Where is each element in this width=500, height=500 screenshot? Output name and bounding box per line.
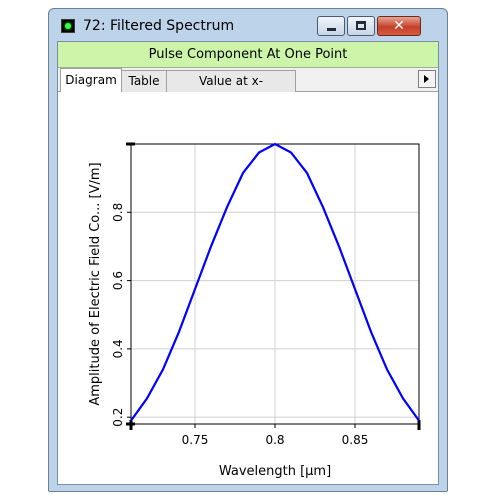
grid [131, 144, 419, 424]
tab-table[interactable]: Table [121, 70, 167, 92]
series-line [130, 142, 420, 422]
pulse-component-caption: Pulse Component At One Point [58, 42, 438, 68]
y-tick-label-3: 0.8 [111, 203, 125, 222]
y-tick-label-1: 0.4 [111, 339, 125, 358]
green-led-icon [61, 19, 75, 33]
tab-scroll-right-button[interactable] [418, 70, 436, 88]
tab-value-at-x-coordinate[interactable]: Value at x-Coordinate [166, 70, 296, 108]
x-tick-label-0: 0.75 [182, 433, 209, 447]
maximize-icon [356, 21, 366, 30]
window-title: 72: Filtered Spectrum [83, 18, 235, 34]
maximize-button[interactable] [347, 16, 375, 36]
tab-strip: Diagram Table Value at x-Coordinate [58, 68, 438, 108]
diagram-area[interactable]: 0.75 0.8 0.85 0.2 0.4 0.6 0.8 Wavelength [µm] … [58, 92, 438, 484]
title-bar[interactable]: 72: Filtered Spectrum ✕ [49, 9, 447, 41]
close-icon: ✕ [393, 18, 405, 34]
spectrum-chart[interactable]: 0.75 0.8 0.850.20.40.60.8 Wavelength [µm] … [58, 92, 438, 484]
close-button[interactable]: ✕ [377, 16, 421, 36]
minimize-button[interactable] [317, 16, 345, 36]
y-tick-label-0: 0.2 [111, 408, 125, 427]
x-tick-label-1: 0.8 [265, 433, 284, 447]
tick-labels: 0.75 0.8 0.85 0.2 0.4 0.6 0.8 [111, 203, 368, 447]
x-tick-label-2: 0.85 [342, 433, 369, 447]
filtered-spectrum-window: 72: Filtered Spectrum ✕ Pulse Component … [48, 8, 448, 492]
minimize-icon [327, 28, 336, 31]
y-tick-label-2: 0.6 [111, 271, 125, 290]
arrow-right-icon [424, 75, 429, 83]
document-client-area: Pulse Component At One Point Diagram Tab… [57, 41, 439, 485]
axis-ticks [126, 142, 421, 430]
y-axis-title: Amplitude of Electric Field Co... [V/m] [88, 162, 103, 405]
x-axis-title: Wavelength [µm] [219, 464, 331, 479]
tab-diagram[interactable]: Diagram [60, 68, 122, 92]
